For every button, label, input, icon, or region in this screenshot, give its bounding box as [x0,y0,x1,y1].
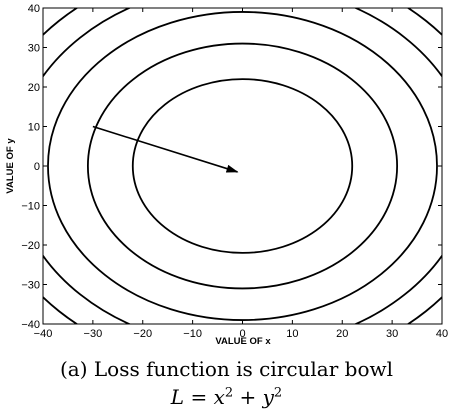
formula-y: y [262,385,274,409]
contour-level-4 [43,8,442,324]
gradient-descent-arrow [92,125,239,173]
plot-frame [42,7,443,325]
y-tick-label: −30 [21,280,40,292]
contour-level-6 [0,0,453,345]
contour-lines [0,0,453,345]
x-tick-label: 0 [239,328,245,340]
y-tick-label: −40 [21,319,40,331]
x-axis-label: VALUE OF x [215,336,271,345]
loss-formula: L = x2 + y2 [0,384,453,410]
x-tick-label: −40 [34,328,53,340]
y-axis-ticks: −40 −30 −20 −10 0 10 20 30 40 [21,3,442,331]
formula-equals: = [190,385,208,409]
x-tick-label: 40 [436,328,448,340]
x-tick-label: −20 [133,328,152,340]
formula-y-exponent: 2 [273,385,283,401]
x-tick-label: 10 [286,328,298,340]
formula-x-exponent: 2 [224,385,234,401]
y-tick-label: −10 [21,201,40,213]
y-tick-label: 40 [28,3,40,15]
formula-x: x [213,385,225,409]
x-axis-ticks: −40 −30 −20 −10 0 10 20 30 40 [34,8,448,340]
contour-level-3 [47,11,438,321]
x-tick-label: −10 [183,328,202,340]
y-tick-label: 10 [28,122,40,134]
y-tick-label: 0 [34,161,40,173]
formula-lhs: L [170,385,185,409]
contour-level-1 [131,78,354,254]
y-tick-label: −20 [21,240,40,252]
y-tick-label: 20 [28,82,40,94]
contour-level-5 [43,8,442,324]
x-tick-label: −30 [84,328,103,340]
contour-level-2 [86,42,399,290]
figure-caption: (a) Loss function is circular bowl [59,357,394,381]
contour-chart: −40 −30 −20 −10 0 10 20 30 40 −40 −30 −20 −10 0 10 20 3… [0,0,453,345]
x-tick-label: 30 [386,328,398,340]
x-tick-label: 20 [336,328,348,340]
formula-plus: + [239,385,257,409]
y-axis-label: VALUE OF y [5,138,16,194]
y-tick-label: 30 [28,43,40,55]
